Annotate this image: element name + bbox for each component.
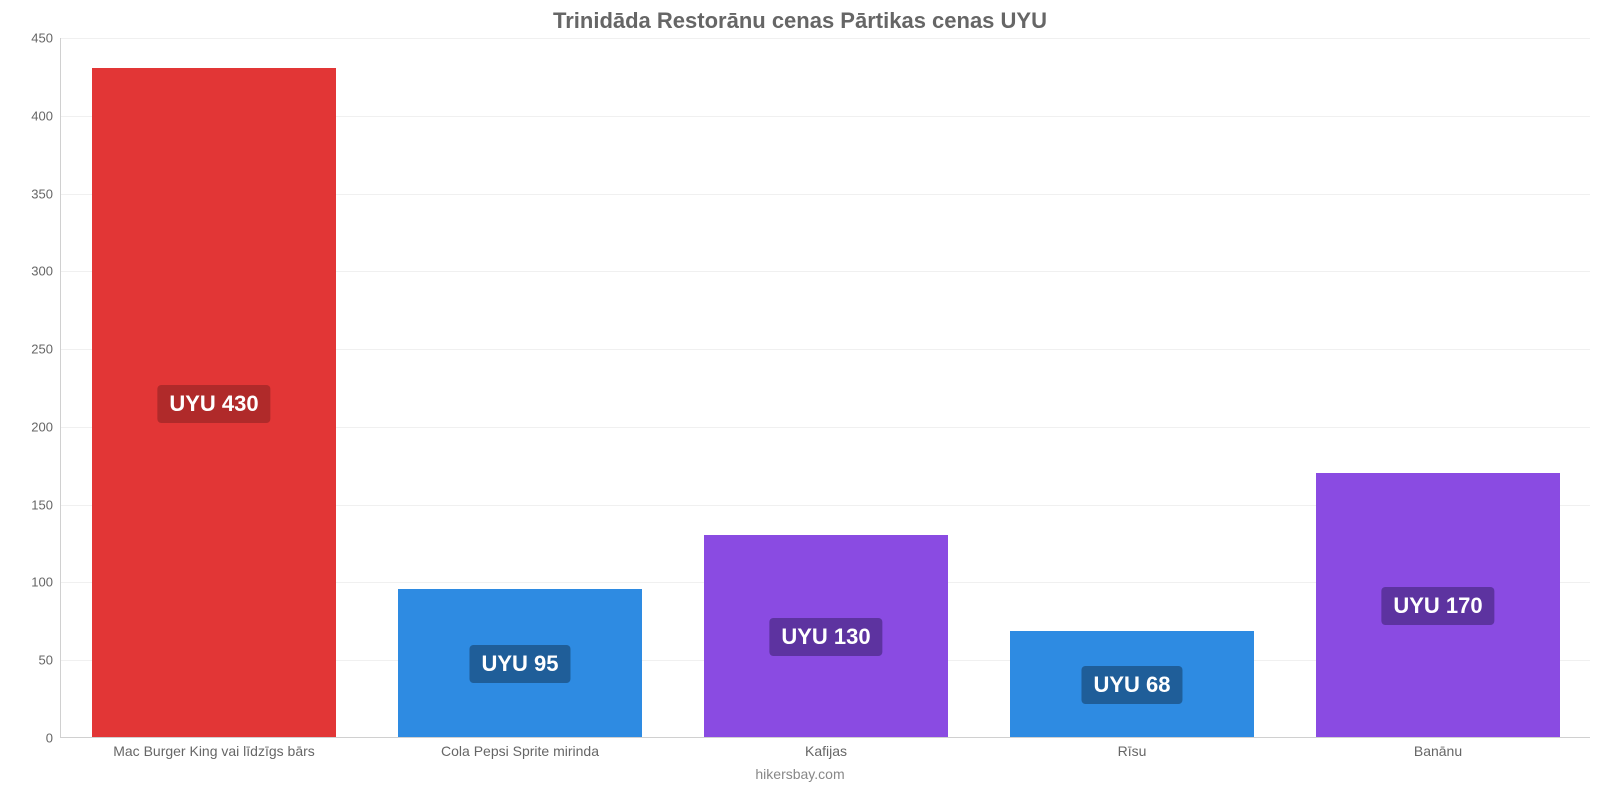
value-label: UYU 95 — [469, 645, 570, 683]
value-label: UYU 130 — [769, 618, 882, 656]
x-tick-label: Kafijas — [805, 737, 847, 759]
x-tick-label: Banānu — [1414, 737, 1462, 759]
y-tick-label: 0 — [46, 731, 61, 746]
value-label: UYU 170 — [1381, 587, 1494, 625]
value-label: UYU 430 — [157, 385, 270, 423]
plot-area: 050100150200250300350400450Mac Burger Ki… — [60, 38, 1590, 738]
chart-footer: hikersbay.com — [0, 766, 1600, 782]
x-tick-label: Mac Burger King vai līdzīgs bārs — [113, 737, 315, 759]
value-label: UYU 68 — [1081, 666, 1182, 704]
y-tick-label: 150 — [31, 497, 61, 512]
y-tick-label: 200 — [31, 419, 61, 434]
x-tick-label: Cola Pepsi Sprite mirinda — [441, 737, 599, 759]
y-tick-label: 250 — [31, 342, 61, 357]
y-tick-label: 100 — [31, 575, 61, 590]
grid-line — [61, 38, 1590, 39]
y-tick-label: 350 — [31, 186, 61, 201]
bar-chart: Trinidāda Restorānu cenas Pārtikas cenas… — [0, 0, 1600, 800]
x-tick-label: Rīsu — [1118, 737, 1147, 759]
y-tick-label: 50 — [39, 653, 61, 668]
y-tick-label: 400 — [31, 108, 61, 123]
y-tick-label: 300 — [31, 264, 61, 279]
chart-title: Trinidāda Restorānu cenas Pārtikas cenas… — [0, 8, 1600, 34]
y-tick-label: 450 — [31, 31, 61, 46]
